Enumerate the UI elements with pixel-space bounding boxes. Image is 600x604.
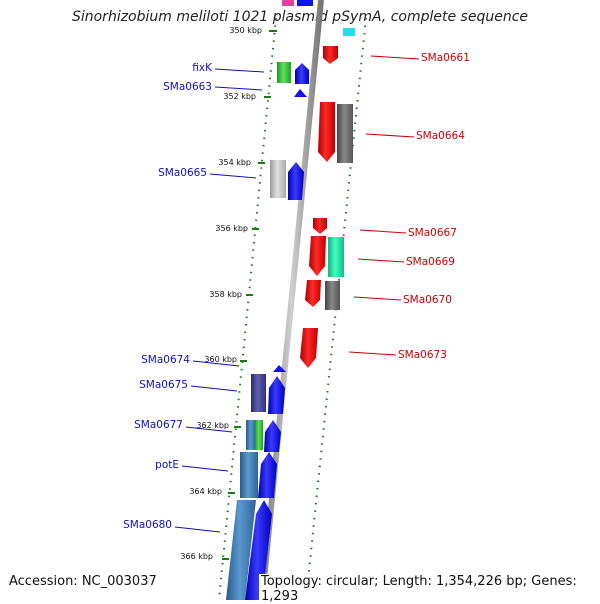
gene-smA0663b-blue <box>294 89 307 97</box>
gene-top-cyan <box>343 28 355 36</box>
gene-smA0680-blue <box>245 500 272 600</box>
tick-label: 354 kbp <box>218 158 251 167</box>
leader-line <box>365 133 415 138</box>
gene-smA0667-red <box>313 218 327 234</box>
gene-label-sma0673: SMa0673 <box>398 349 447 361</box>
gene-label-fixk: fixK <box>192 62 213 74</box>
gene-label-sma0661: SMa0661 <box>421 52 470 64</box>
leader-line <box>357 258 405 263</box>
leader-line <box>348 351 397 356</box>
gene-label-sma0680: SMa0680 <box>123 519 172 531</box>
leader-line <box>214 68 265 73</box>
gene-smA0677-steel <box>246 420 256 450</box>
gene-smA0665-blue <box>288 162 304 200</box>
leader-line <box>190 385 238 392</box>
gene-smA0669-teal <box>328 237 344 277</box>
gene-label-sma0677: SMa0677 <box>134 419 183 431</box>
gene-label-sma0670: SMa0670 <box>403 294 452 306</box>
gene-smA0675-purple <box>251 374 266 412</box>
gene-smA0677-blue <box>264 420 281 452</box>
topology-text: Topology: circular; Length: 1,354,226 bp… <box>259 574 600 604</box>
gene-smA0665-lightgray <box>270 160 286 198</box>
tick-label: 364 kbp <box>189 487 222 496</box>
genome-backbone <box>259 0 324 600</box>
leader-line <box>214 86 263 91</box>
gene-smA0677-green <box>255 420 263 450</box>
gene-smA0674-blue <box>273 365 286 372</box>
gene-fixk-green <box>277 62 291 83</box>
leader-line <box>370 55 420 60</box>
leader-line <box>174 526 221 533</box>
gene-smA0661-red <box>323 46 338 64</box>
leader-line <box>192 360 240 367</box>
gene-smA0669-red <box>309 236 326 276</box>
gene-smA0673-red <box>300 328 318 368</box>
gene-smA0670-red <box>305 280 321 307</box>
leader-line <box>209 173 257 179</box>
tick-label: 360 kbp <box>204 355 237 364</box>
gene-smA0670-gray <box>325 281 340 310</box>
tick-label: 350 kbp <box>229 26 262 35</box>
gene-smA0675-blue <box>268 376 285 414</box>
tick-label: 366 kbp <box>180 552 213 561</box>
gene-smA0663-blue <box>295 63 309 84</box>
tick-label: 362 kbp <box>196 421 229 430</box>
gene-label-sma0674: SMa0674 <box>141 354 190 366</box>
gene-label-sma0664: SMa0664 <box>416 130 465 142</box>
tick-label: 356 kbp <box>215 224 248 233</box>
leader-line <box>185 426 233 433</box>
gene-smA0664-red <box>318 102 335 162</box>
map-title: Sinorhizobium meliloti 1021 plasmid pSym… <box>71 9 529 25</box>
accession-text: Accession: NC_003037 <box>7 574 159 589</box>
gene-smA0664-gray <box>337 104 353 163</box>
gene-label-sma0669: SMa0669 <box>406 256 455 268</box>
gene-pote-steel <box>240 452 258 498</box>
gene-label-sma0675: SMa0675 <box>139 379 188 391</box>
leader-line <box>181 465 229 472</box>
gene-top-blue <box>297 0 313 6</box>
leader-line <box>353 296 402 301</box>
gene-smA0680-steel <box>226 500 256 600</box>
tick-label: 352 kbp <box>223 92 256 101</box>
gene-label-sma0663: SMa0663 <box>163 81 212 93</box>
gene-top-pink <box>282 0 294 6</box>
gene-label-sma0667: SMa0667 <box>408 227 457 239</box>
leader-line <box>359 229 407 234</box>
gene-label-sma0665: SMa0665 <box>158 167 207 179</box>
tick-label: 358 kbp <box>209 290 242 299</box>
gene-label-pote: potE <box>155 459 179 471</box>
gene-pote-blue <box>258 452 277 498</box>
